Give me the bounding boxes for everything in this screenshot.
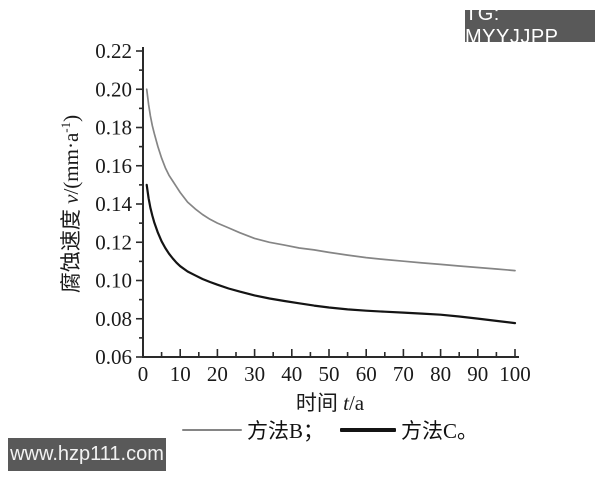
y-axis-unit: /(mm·a xyxy=(59,132,83,195)
x-axis-variable: t xyxy=(343,391,349,415)
series-line-method-b xyxy=(145,88,516,272)
site-watermark: www.hzp111.com xyxy=(8,438,166,471)
legend-line-method-b xyxy=(181,428,242,432)
x-tick-label: 80 xyxy=(430,362,451,386)
y-axis-unit-exponent: -1 xyxy=(58,121,73,133)
x-tick-label: 90 xyxy=(467,362,488,386)
x-tick-label: 40 xyxy=(281,362,302,386)
x-tick-label: 10 xyxy=(170,362,191,386)
chart-legend: 方法B； 方法C。 xyxy=(143,417,517,443)
x-axis-title-text: 时间 xyxy=(295,391,344,415)
y-axis-variable: v xyxy=(59,194,83,204)
y-axis-title-text: 腐蚀速度 xyxy=(59,203,83,294)
x-axis-unit: /a xyxy=(348,391,365,415)
y-tick-label: 0.12 xyxy=(95,230,132,254)
x-tick-label: 0 xyxy=(138,362,149,386)
y-tick-label: 0.16 xyxy=(95,154,132,178)
x-tick-label: 70 xyxy=(393,362,414,386)
x-tick-label: 60 xyxy=(356,362,377,386)
y-axis-title: 腐蚀速度 v/(mm·a-1) xyxy=(53,54,83,354)
x-tick-label: 30 xyxy=(244,362,265,386)
x-tick-label: 100 xyxy=(499,362,531,386)
y-tick-label: 0.14 xyxy=(95,192,132,216)
y-tick-label: 0.10 xyxy=(95,269,132,293)
legend-line-method-c xyxy=(340,428,396,432)
y-axis-unit-close: ) xyxy=(59,114,83,122)
y-tick-label: 0.18 xyxy=(95,116,132,140)
series-line-method-c xyxy=(145,183,517,325)
x-tick-label: 50 xyxy=(319,362,340,386)
legend-label-method-c: 方法C。 xyxy=(401,419,479,443)
y-tick-label: 0.06 xyxy=(95,345,132,369)
x-tick-label: 20 xyxy=(207,362,228,386)
y-tick-label: 0.22 xyxy=(95,39,132,63)
y-tick-label: 0.08 xyxy=(95,307,132,331)
x-axis-title: 时间 t/a xyxy=(143,387,517,417)
legend-label-method-b: 方法B； xyxy=(246,419,324,443)
y-tick-label: 0.20 xyxy=(95,77,132,101)
